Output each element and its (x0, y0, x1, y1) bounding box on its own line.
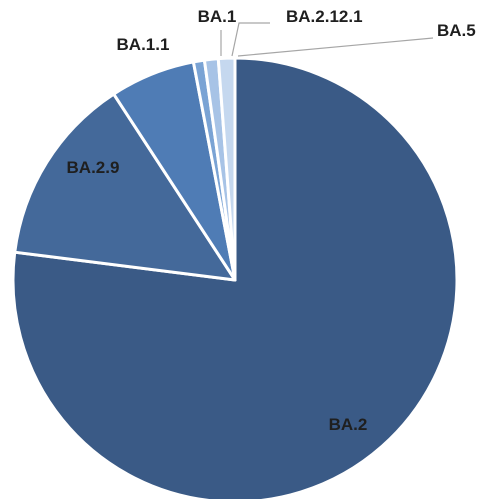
slice-label-ba-1: BA.1 (198, 7, 237, 26)
slice-label-ba-2-9: BA.2.9 (67, 158, 120, 177)
slice-labels: BA.2 BA.2.9 BA.1.1 BA.1 BA.2.12.1 BA.5 (67, 7, 476, 434)
slice-label-ba-2-12-1: BA.2.12.1 (286, 7, 363, 26)
leader-line-ba-5 (237, 37, 434, 57)
pie-slices (11, 56, 459, 499)
pie-slice-ba-2-9 (13, 92, 237, 282)
slice-label-ba-1-1: BA.1.1 (117, 35, 170, 54)
slice-label-ba-2: BA.2 (329, 415, 368, 434)
leader-line-ba-2-12-1 (231, 22, 270, 57)
slice-label-ba-5: BA.5 (437, 21, 476, 40)
leader-lines (220, 22, 434, 57)
pie-slice-ba-5 (216, 56, 237, 282)
